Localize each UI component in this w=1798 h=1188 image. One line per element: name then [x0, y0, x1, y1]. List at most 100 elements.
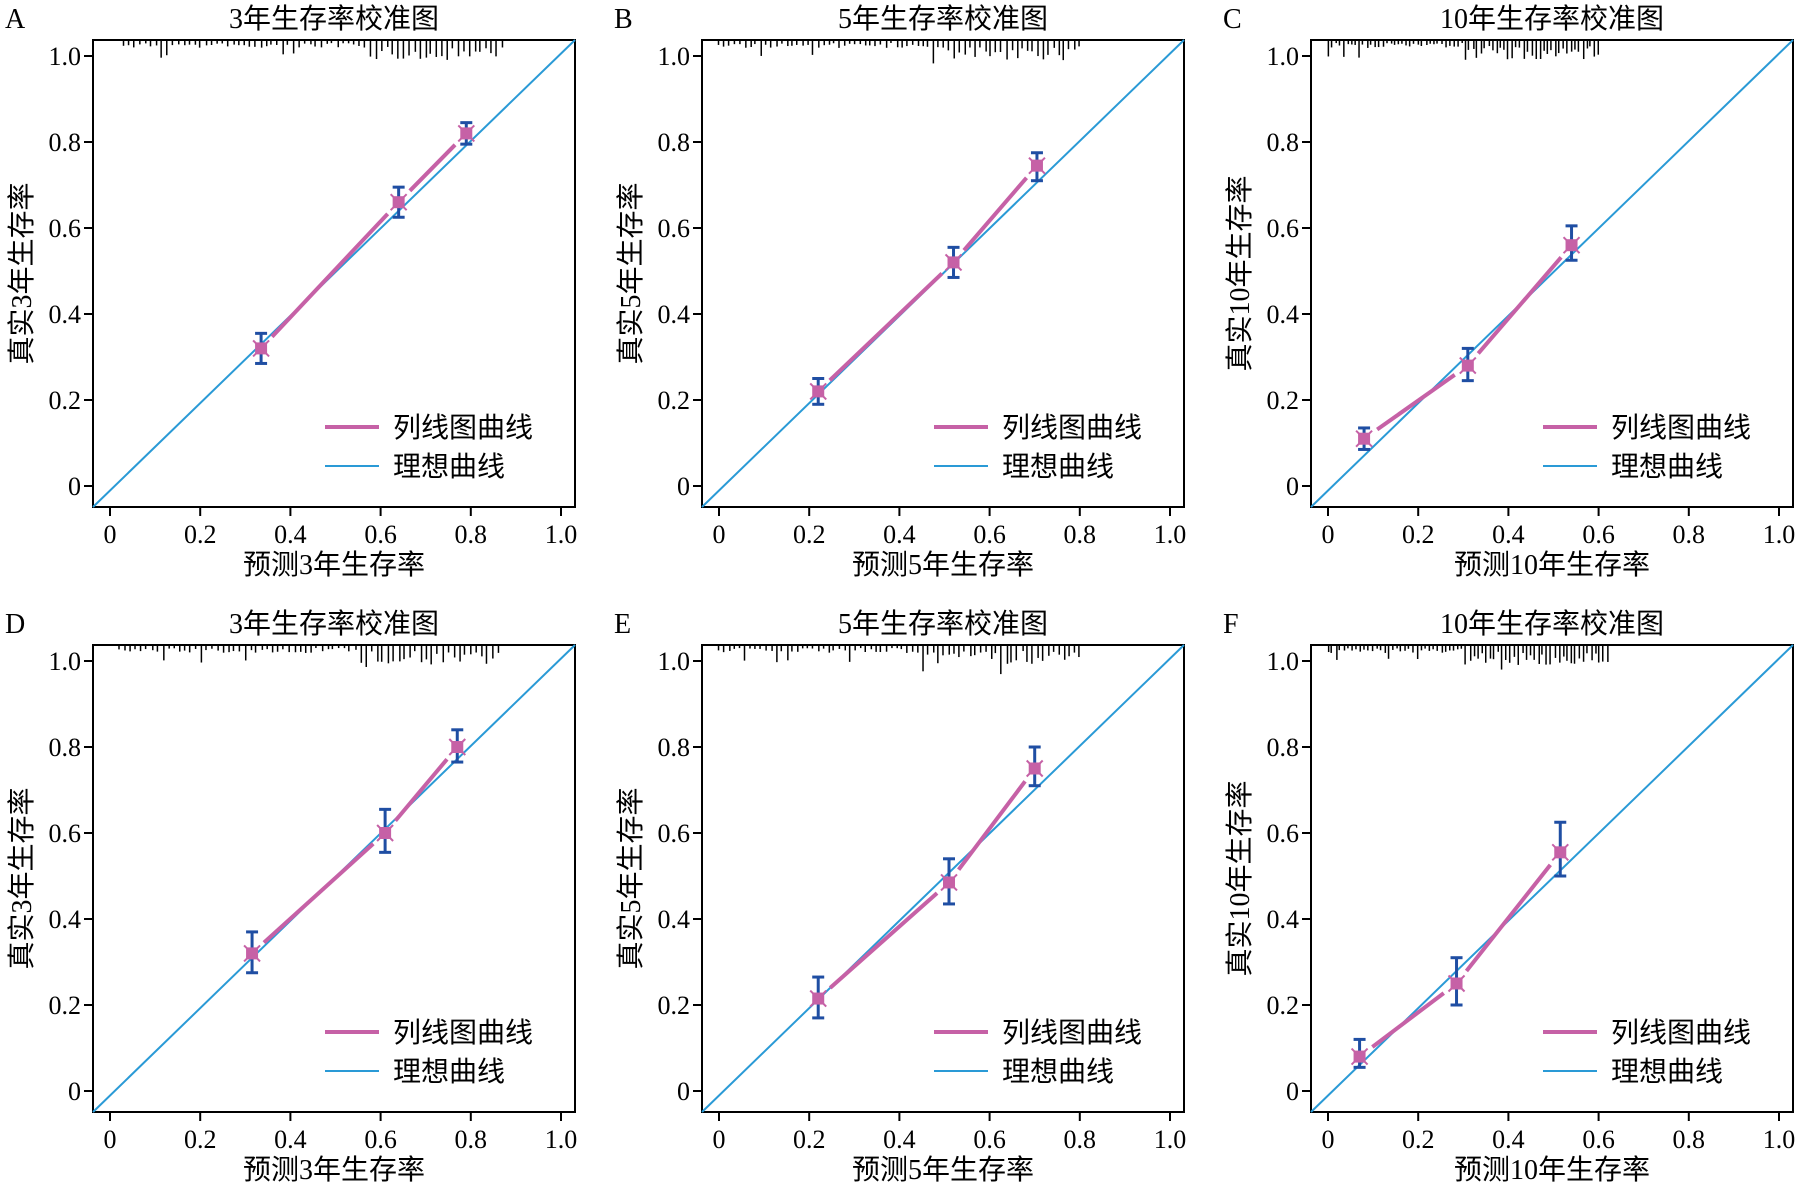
x-tick-label: 1.0	[545, 520, 578, 549]
chart-title: 3年生存率校准图	[229, 608, 439, 640]
plot-frame	[92, 39, 576, 508]
chart-title: 10年生存率校准图	[1440, 3, 1664, 35]
y-tick-label: 0.6	[49, 214, 82, 243]
y-axis: 0 0.2 0.4 0.6 0.8 1.0	[49, 647, 93, 1106]
plot-frame	[1310, 644, 1794, 1113]
legend-ideal-label: 理想曲线	[1611, 451, 1723, 483]
data-point-cross	[1025, 759, 1044, 778]
y-tick-label: 0.4	[1267, 300, 1300, 329]
x-tick-label: 0.2	[184, 520, 217, 549]
y-tick-label: 0.2	[49, 991, 82, 1020]
nomogram-segment	[828, 891, 939, 990]
x-tick-label: 1.0	[545, 1125, 578, 1154]
panel-letter: C	[1223, 4, 1242, 35]
y-tick-label: 0.6	[658, 214, 691, 243]
nomogram-segment	[1376, 373, 1456, 432]
y-axis: 0 0.2 0.4 0.6 0.8 1.0	[658, 647, 702, 1106]
panel-letter: A	[5, 4, 26, 35]
nomogram-segment	[957, 780, 1027, 871]
legend-nomogram-label: 列线图曲线	[1611, 412, 1751, 444]
y-axis: 0 0.2 0.4 0.6 0.8 1.0	[1267, 647, 1311, 1106]
nomogram-segment	[1464, 863, 1552, 973]
y-tick-label: 0.8	[658, 128, 691, 157]
ideal-line	[1310, 39, 1794, 508]
y-tick-label: 0.4	[49, 905, 82, 934]
y-axis-label: 真实10年生存率	[1224, 175, 1256, 371]
y-tick-label: 0	[68, 1077, 81, 1106]
rug-marks	[122, 40, 504, 60]
x-tick-label: 0.6	[1582, 520, 1615, 549]
nomogram-segment	[393, 757, 449, 823]
x-tick-label: 0.8	[1673, 520, 1706, 549]
rug-marks	[1327, 40, 1600, 60]
x-tick-label: 1.0	[1154, 520, 1187, 549]
x-tick-label: 0.2	[1402, 520, 1435, 549]
panel-letter: B	[614, 4, 633, 35]
y-tick-label: 0.2	[1267, 991, 1300, 1020]
x-tick-label: 1.0	[1763, 1125, 1796, 1154]
y-tick-label: 0	[1286, 472, 1299, 501]
legend-nomogram-label: 列线图曲线	[1002, 1017, 1142, 1049]
rug-marks	[717, 40, 1080, 64]
y-tick-label: 0.8	[1267, 128, 1300, 157]
rug-marks	[1327, 645, 1609, 670]
y-tick-label: 0.2	[658, 991, 691, 1020]
x-tick-label: 0.6	[973, 520, 1006, 549]
y-axis-label: 真实10年生存率	[1224, 780, 1256, 976]
y-tick-label: 0.4	[49, 300, 82, 329]
y-tick-label: 0.4	[1267, 905, 1300, 934]
nomogram-segment	[828, 271, 944, 382]
legend-ideal-label: 理想曲线	[1002, 1056, 1114, 1088]
ideal-line	[701, 39, 1185, 508]
x-tick-label: 0	[713, 1125, 726, 1154]
x-axis-label: 预测10年生存率	[1454, 1154, 1650, 1186]
y-axis: 0 0.2 0.4 0.6 0.8 1.0	[49, 42, 93, 501]
data-point-cross	[1350, 1047, 1369, 1066]
plot-frame	[92, 644, 576, 1113]
x-tick-label: 0.2	[1402, 1125, 1435, 1154]
y-tick-label: 0.4	[658, 905, 691, 934]
data-point-cross	[809, 382, 827, 401]
plot-frame	[1310, 39, 1794, 508]
x-tick-label: 0.8	[455, 1125, 488, 1154]
y-tick-label: 1.0	[658, 42, 691, 71]
x-tick-label: 0	[104, 520, 117, 549]
x-tick-label: 1.0	[1763, 520, 1796, 549]
data-point-cross	[376, 824, 394, 842]
x-tick-label: 0.2	[793, 520, 826, 549]
x-axis: 0 0.2 0.4 0.6 0.8 1.0	[1322, 1112, 1796, 1154]
x-axis-label: 预测10年生存率	[1454, 549, 1650, 581]
x-tick-label: 0.4	[274, 1125, 307, 1154]
y-tick-label: 0	[1286, 1077, 1299, 1106]
nomogram-segment	[262, 842, 375, 945]
nomogram-segment	[962, 176, 1029, 252]
data-point-cross	[1028, 156, 1046, 175]
x-tick-label: 0.8	[1064, 1125, 1097, 1154]
y-tick-label: 0	[68, 472, 81, 501]
x-tick-label: 0	[104, 1125, 117, 1154]
rug-marks	[118, 645, 500, 667]
chart-title: 5年生存率校准图	[838, 608, 1048, 640]
y-tick-label: 1.0	[1267, 42, 1300, 71]
x-tick-label: 0.2	[184, 1125, 217, 1154]
x-tick-label: 0	[1322, 520, 1335, 549]
nomogram-segment	[1476, 256, 1563, 355]
x-axis: 0 0.2 0.4 0.6 0.8 1.0	[104, 507, 578, 549]
y-tick-label: 0.2	[1267, 386, 1300, 415]
data-point-cross	[252, 339, 270, 358]
x-tick-label: 1.0	[1154, 1125, 1187, 1154]
legend-nomogram-label: 列线图曲线	[1611, 1017, 1751, 1049]
y-tick-label: 0.6	[49, 819, 82, 848]
y-tick-label: 0.8	[49, 128, 82, 157]
x-tick-label: 0.8	[1064, 520, 1097, 549]
legend-ideal-label: 理想曲线	[393, 1056, 505, 1088]
data-point-cross	[1447, 974, 1466, 993]
y-tick-label: 1.0	[1267, 647, 1300, 676]
y-tick-label: 0.6	[658, 819, 691, 848]
x-tick-label: 0.6	[973, 1125, 1006, 1154]
